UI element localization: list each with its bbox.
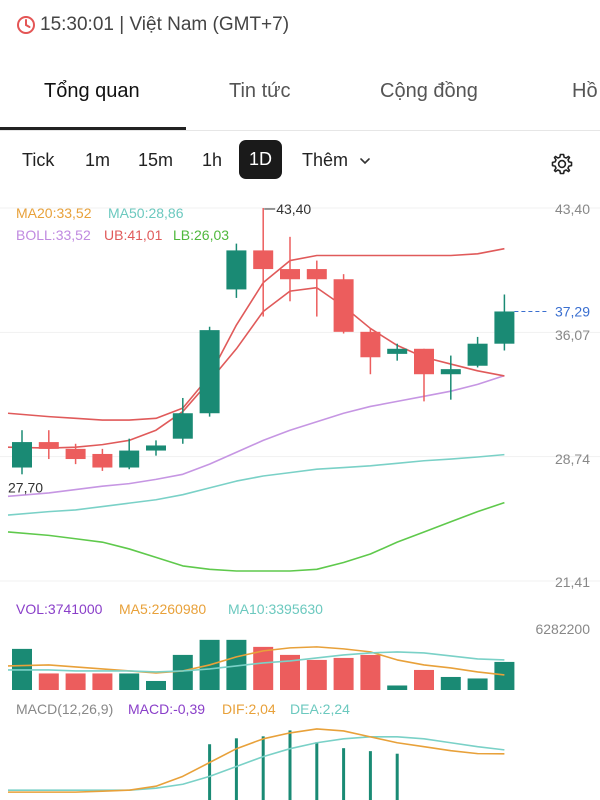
volume-bar <box>65 673 86 690</box>
legend-boll: BOLL:33,52 <box>16 227 91 243</box>
candle-body <box>172 413 193 439</box>
gear-icon[interactable] <box>550 152 574 176</box>
volume-ma5-line <box>7 646 505 676</box>
boll-line <box>7 374 505 498</box>
tab-community[interactable]: Cộng đồng <box>380 80 478 102</box>
legend-macd-title: MACD(12,26,9) <box>16 701 113 717</box>
candle-body <box>387 348 408 354</box>
candle-body <box>253 250 274 270</box>
interval-1h[interactable]: 1h <box>202 150 223 170</box>
macd-bar <box>288 730 292 800</box>
candle-body <box>467 343 488 366</box>
chevron-down-icon <box>360 158 370 165</box>
active-tab-indicator <box>0 127 186 130</box>
legend-dif: DIF:2,04 <box>222 701 276 717</box>
interval-more[interactable]: Thêm <box>302 150 371 171</box>
legend-dea: DEA:2,24 <box>290 701 350 717</box>
macd-bar <box>234 738 238 800</box>
interval-selector: Tick 1m 15m 1h 1D Thêm <box>0 140 600 186</box>
volume-ma-lines <box>7 646 505 676</box>
tab-profile[interactable]: Hồ <box>572 80 598 102</box>
tab-news[interactable]: Tin tức <box>229 80 291 102</box>
candle-body <box>38 442 59 449</box>
y-tick-label: 43,40 <box>555 201 590 217</box>
interval-more-label: Thêm <box>302 150 349 170</box>
volume-bar <box>360 654 381 690</box>
macd-bar <box>368 751 372 800</box>
candle-body <box>280 269 300 280</box>
volume-bar <box>414 669 434 690</box>
volume-bar <box>253 646 274 690</box>
min-price-label: 27,70 <box>8 479 43 495</box>
y-tick-label: 28,74 <box>555 451 590 467</box>
macd-bar <box>208 744 212 800</box>
volume-max-label: 6282200 <box>535 621 590 637</box>
main-tabs: Tổng quan Tin tức Cộng đồng Hồ <box>0 60 600 131</box>
y-tick-label: 21,41 <box>555 574 590 590</box>
clock-icon <box>17 16 35 34</box>
volume-bar <box>494 661 515 690</box>
candle-body <box>146 445 166 451</box>
legend-lb: LB:26,03 <box>173 227 229 243</box>
candle-body <box>226 250 247 290</box>
legend-vol-ma10: MA10:3395630 <box>228 601 323 617</box>
legend-ma20: MA20:33,52 <box>16 205 92 221</box>
legend-ub: UB:41,01 <box>104 227 163 243</box>
candle-body <box>199 330 220 414</box>
candle-body <box>12 442 32 468</box>
volume-bar <box>38 673 59 690</box>
legend-vol-ma5: MA5:2260980 <box>119 601 206 617</box>
volume-bar <box>387 685 408 690</box>
volume-bar <box>146 680 166 690</box>
interval-1d[interactable]: 1D <box>239 140 283 179</box>
tab-overview[interactable]: Tổng quan <box>44 80 140 102</box>
legend-macd: MACD:-0,39 <box>128 701 205 717</box>
candle-body <box>414 348 434 375</box>
candle-body <box>440 369 461 375</box>
interval-tick[interactable]: Tick <box>22 150 55 170</box>
ub-line <box>7 247 505 421</box>
volume-ma10-line <box>8 651 505 673</box>
volume-bar <box>172 654 193 690</box>
candle-body <box>119 450 140 468</box>
legend-ma50: MA50:28,86 <box>108 205 184 221</box>
top-bar: 15:30:01 | Việt Nam (GMT+7) <box>0 0 600 52</box>
volume-bar <box>306 659 327 690</box>
volume-bar <box>92 673 113 690</box>
macd-bar <box>261 736 265 800</box>
candles <box>12 208 515 475</box>
max-price-label: 43,40 <box>276 201 311 217</box>
volume-bar <box>467 678 488 690</box>
ma50-line <box>7 453 505 516</box>
volume-bar <box>226 639 247 690</box>
dea-line <box>8 736 505 791</box>
candle-body <box>494 311 515 344</box>
candle-body <box>65 448 86 460</box>
volume-bar <box>280 654 300 690</box>
candle-body <box>92 453 113 468</box>
volume-bar <box>333 657 354 690</box>
candle-body <box>306 269 327 280</box>
lb-line <box>7 501 505 572</box>
macd-bar <box>315 742 319 800</box>
last-price-label: 37,29 <box>555 303 590 319</box>
dif-line <box>8 728 505 793</box>
market-time: 15:30:01 | Việt Nam (GMT+7) <box>40 14 290 35</box>
y-tick-label: 36,07 <box>555 327 590 343</box>
macd-bar <box>395 753 399 800</box>
candlestick-chart[interactable]: MA20:33,52 MA50:28,86 BOLL:33,52 UB:41,0… <box>0 190 600 800</box>
indicator-lines <box>7 247 505 572</box>
candle-body <box>360 331 381 358</box>
candle-body <box>333 279 354 332</box>
interval-1m[interactable]: 1m <box>85 150 111 170</box>
chart-grid <box>0 207 600 582</box>
volume-bars <box>12 639 515 690</box>
volume-bar <box>440 676 461 690</box>
legend-vol: VOL:3741000 <box>16 601 103 617</box>
interval-15m[interactable]: 15m <box>138 150 174 170</box>
macd-panel <box>8 728 505 800</box>
volume-bar <box>119 673 140 690</box>
macd-bar <box>342 748 346 800</box>
